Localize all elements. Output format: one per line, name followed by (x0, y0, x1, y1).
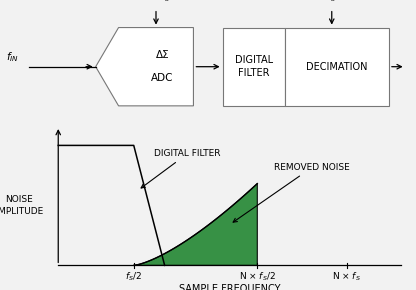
Text: DIGITAL: DIGITAL (235, 55, 273, 65)
Text: N $\times$ $f_S/2$: N $\times$ $f_S/2$ (239, 271, 276, 283)
Bar (223, 28, 285, 106)
Bar (285, 28, 389, 106)
Text: SAMPLE FREQUENCY: SAMPLE FREQUENCY (179, 284, 280, 290)
Text: ADC: ADC (151, 73, 173, 83)
Text: NOISE
AMPLITUDE: NOISE AMPLITUDE (0, 195, 45, 216)
Text: $f_S$: $f_S$ (327, 0, 336, 4)
Text: REMOVED NOISE: REMOVED NOISE (233, 163, 350, 222)
Text: DIGITAL FILTER: DIGITAL FILTER (141, 149, 221, 188)
Text: ΔΣ: ΔΣ (156, 50, 169, 60)
Text: FILTER: FILTER (238, 68, 270, 78)
Polygon shape (134, 184, 257, 265)
Text: N $\times$ $f_S$: N $\times$ $f_S$ (332, 271, 361, 283)
Polygon shape (96, 28, 193, 106)
Text: DECIMATION: DECIMATION (306, 62, 368, 72)
Text: $f_{IN}$: $f_{IN}$ (6, 50, 19, 64)
Text: $f_S/2$: $f_S/2$ (125, 271, 142, 283)
Text: N $\times$ $f_S$: N $\times$ $f_S$ (141, 0, 171, 4)
